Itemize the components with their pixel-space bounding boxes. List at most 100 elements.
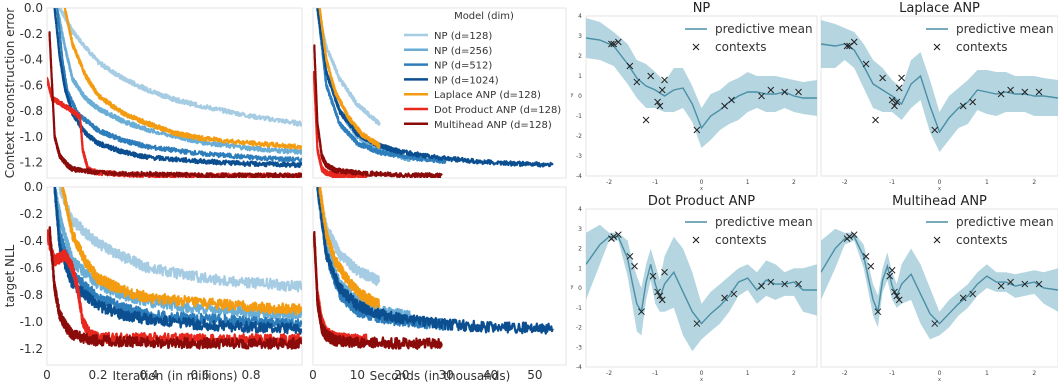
context-point [888, 96, 896, 104]
x-tick-label: 0 [309, 368, 317, 382]
context-point [661, 268, 668, 276]
context-point [893, 98, 901, 106]
context-point [642, 116, 650, 124]
y-tick-label: -1.2 [20, 156, 43, 170]
y-axis-label: y [571, 92, 574, 98]
context-point [879, 74, 886, 82]
context-point [959, 294, 967, 302]
context-point [850, 38, 858, 46]
x-tick-label: 30 [439, 368, 454, 382]
model-legend: Model (dim) NP (d=128) NP (d=256) NP (d=512… [404, 11, 561, 131]
legend-entry-3: NP (d=1024) [434, 75, 499, 86]
context-point [626, 253, 634, 260]
series-line-5 [313, 71, 368, 178]
x-tick-label: 0 [938, 179, 942, 186]
x-tick-label: 0 [700, 179, 704, 186]
context-point [656, 102, 664, 110]
context-point [1035, 88, 1043, 96]
training-panel-3: 0 10 20 30 40 50 [309, 186, 567, 382]
context-point [633, 78, 641, 86]
y-tick-label: -2 [576, 325, 582, 332]
context-point [969, 98, 977, 106]
series-line-6 [313, 44, 443, 178]
series-line-2 [316, 8, 447, 165]
context-point [728, 96, 735, 104]
series-line-4 [318, 187, 381, 310]
x-tick-label: 2 [1032, 179, 1036, 186]
y-tick-label: -0.6 [20, 78, 43, 92]
x-tick-label: 0.2 [88, 368, 107, 382]
context-point [654, 288, 661, 296]
y-tick-label: -0.2 [20, 207, 43, 221]
legend-context-label: contexts [715, 40, 766, 54]
x-tick-label: 2 [792, 179, 796, 186]
y-tick-label: -1 [576, 113, 582, 120]
context-point [693, 320, 701, 327]
y-tick-label: -1 [576, 305, 582, 312]
panel-plot-area [821, 228, 1058, 340]
context-point [997, 282, 1005, 290]
y-tick-label: 3 [578, 33, 582, 40]
legend-entry-0: NP (d=128) [434, 31, 492, 42]
x-axis-label: x [700, 377, 703, 383]
y-tick-label: -1.0 [20, 315, 43, 329]
x-axis-label: x [938, 186, 941, 192]
context-point [895, 84, 903, 92]
context-point [931, 126, 939, 134]
context-point [795, 280, 802, 288]
y-tick-label: -4 [576, 364, 582, 371]
uncertainty-band [821, 20, 1058, 152]
legend-context-marker [692, 43, 700, 51]
x-tick-label: 2 [1032, 370, 1036, 377]
panel-title: Multihead ANP [892, 194, 987, 209]
x-tick-label: 20 [394, 368, 409, 382]
context-point [1021, 280, 1029, 288]
legend-title: Model (dim) [454, 11, 514, 22]
context-point [843, 42, 851, 50]
legend-entry-2: NP (d=512) [434, 61, 492, 72]
predictive-mean-line [586, 236, 817, 325]
context-point [795, 88, 802, 96]
uncertainty-band [586, 18, 817, 148]
x-tick-label: 0.4 [139, 368, 158, 382]
legend-context-marker [692, 236, 700, 244]
x-axis-label-iteration: Iteration (in millions) [112, 369, 237, 383]
context-point [730, 290, 738, 298]
panel-title: Laplace ANP [899, 1, 980, 16]
context-point [1007, 86, 1014, 94]
context-point [647, 72, 655, 80]
series-line-0 [58, 187, 302, 293]
context-point [767, 278, 775, 286]
panel-plot-area [821, 20, 1058, 152]
panel-plot-area [586, 224, 817, 352]
legend-mean-label: predictive mean [715, 215, 813, 229]
context-point [891, 102, 898, 110]
series-line-2 [53, 187, 302, 331]
prediction-panel-1: Laplace ANP -2 -1 0 1 2 x predictive mean contex… [820, 1, 1058, 192]
context-point [781, 88, 789, 96]
x-tick-label: -2 [606, 370, 612, 377]
y-tick-label: 4 [578, 206, 582, 213]
y-axis-label: y [571, 284, 574, 290]
x-tick-label: 40 [483, 368, 498, 382]
training-panel-1 [312, 7, 567, 179]
y-tick-label: 0 [578, 285, 582, 292]
context-point [850, 231, 858, 239]
y-tick-label: -0.8 [20, 288, 43, 302]
legend-entry-6: Multihead ANP (d=128) [434, 120, 552, 131]
y-tick-label: -0.2 [20, 27, 43, 41]
series-line-4 [63, 8, 302, 151]
context-point [614, 38, 622, 46]
series-group [47, 187, 302, 350]
x-tick-label: 0.8 [241, 368, 260, 382]
x-axis-label-seconds: Seconds (in thousands) [370, 369, 511, 383]
y-tick-label: -4 [576, 173, 582, 180]
y-axis-label-bottom: target NLL [3, 244, 17, 307]
context-point [721, 294, 728, 302]
y-tick-label: 0.0 [24, 1, 43, 15]
context-point [1021, 88, 1029, 96]
context-point [758, 92, 765, 100]
panel-frame [46, 7, 303, 179]
y-tick-label: -3 [576, 344, 582, 351]
context-point [997, 90, 1005, 98]
